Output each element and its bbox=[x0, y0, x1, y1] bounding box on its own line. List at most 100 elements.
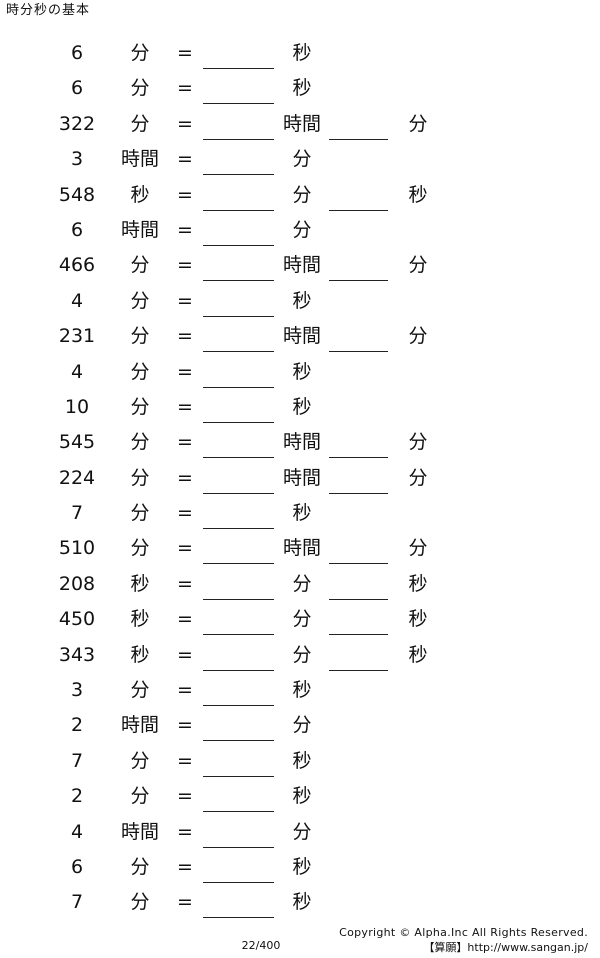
source-unit: 分 bbox=[130, 466, 150, 489]
answer-unit: 分 bbox=[292, 643, 312, 666]
answer-blank-secondary[interactable] bbox=[329, 598, 388, 600]
answer-blank[interactable] bbox=[203, 68, 274, 69]
problem-number: 6 bbox=[70, 77, 84, 100]
source-unit: 分 bbox=[130, 77, 150, 100]
answer-blank[interactable] bbox=[203, 209, 274, 211]
source-unit: 分 bbox=[130, 679, 150, 702]
answer-blank[interactable] bbox=[203, 351, 274, 353]
problem-number: 548 bbox=[58, 183, 96, 206]
problem-number: 545 bbox=[58, 431, 96, 454]
answer-blank-secondary[interactable] bbox=[329, 351, 388, 353]
answer-blank-secondary[interactable] bbox=[329, 492, 388, 494]
equals-sign: = bbox=[177, 820, 193, 843]
answer-unit-secondary: 秒 bbox=[408, 608, 428, 631]
answer-unit-secondary: 秒 bbox=[408, 643, 428, 666]
equals-sign: = bbox=[177, 395, 193, 418]
answer-unit: 秒 bbox=[292, 785, 312, 808]
problem-list: 6 分 = 秒 6 分 = 秒 322 分 = 時間分 3 時間 = 分 548 秒 = 分秒 6 時間 = 分 466 分 = 時間… bbox=[0, 36, 600, 921]
answer-blank[interactable] bbox=[203, 492, 274, 494]
answer-blank[interactable] bbox=[203, 881, 274, 883]
answer-blank[interactable] bbox=[203, 174, 274, 176]
problem-row: 510 分 = 時間 分 bbox=[0, 531, 600, 566]
answer-unit: 分 bbox=[292, 714, 312, 737]
problem-row: 7 分 = 秒 bbox=[0, 496, 600, 531]
equals-sign: = bbox=[177, 502, 193, 525]
answer-blank-secondary[interactable] bbox=[329, 457, 388, 459]
equals-sign: = bbox=[177, 254, 193, 277]
source-unit: 分 bbox=[130, 502, 150, 525]
answer-blank-secondary[interactable] bbox=[329, 280, 388, 282]
answer-blank[interactable] bbox=[203, 775, 274, 777]
problem-row: 231 分 = 時間 分 bbox=[0, 319, 600, 354]
answer-blank-secondary[interactable] bbox=[329, 634, 388, 636]
problem-row: 466 分 = 時間 分 bbox=[0, 248, 600, 283]
source-unit: 分 bbox=[130, 289, 150, 312]
problem-number: 4 bbox=[70, 289, 84, 312]
answer-blank[interactable] bbox=[203, 138, 274, 140]
equals-sign: = bbox=[177, 360, 193, 383]
equals-sign: = bbox=[177, 77, 193, 100]
answer-unit: 秒 bbox=[292, 891, 312, 914]
problem-row: 7 分 = 秒 bbox=[0, 744, 600, 779]
problem-number: 450 bbox=[58, 608, 96, 631]
problem-row: 4 分 = 秒 bbox=[0, 284, 600, 319]
answer-blank-secondary[interactable] bbox=[329, 563, 388, 565]
problem-number: 4 bbox=[70, 360, 84, 383]
source-unit: 分 bbox=[130, 537, 150, 560]
answer-blank[interactable] bbox=[203, 917, 274, 919]
problem-number: 6 bbox=[70, 855, 84, 878]
equals-sign: = bbox=[177, 785, 193, 808]
source-unit: 秒 bbox=[130, 572, 150, 595]
answer-blank[interactable] bbox=[203, 811, 274, 813]
answer-blank[interactable] bbox=[203, 563, 274, 565]
answer-blank[interactable] bbox=[203, 315, 274, 317]
answer-blank[interactable] bbox=[203, 421, 274, 423]
source-unit: 分 bbox=[130, 749, 150, 772]
equals-sign: = bbox=[177, 466, 193, 489]
answer-blank[interactable] bbox=[203, 669, 274, 671]
answer-unit: 分 bbox=[292, 183, 312, 206]
problem-row: 6 時間 = 分 bbox=[0, 213, 600, 248]
answer-unit: 時間 bbox=[282, 325, 321, 348]
answer-blank[interactable] bbox=[203, 634, 274, 636]
answer-blank[interactable] bbox=[203, 280, 274, 282]
answer-blank[interactable] bbox=[203, 846, 274, 848]
answer-blank-secondary[interactable] bbox=[329, 138, 388, 140]
equals-sign: = bbox=[177, 218, 193, 241]
problem-row: 545 分 = 時間 分 bbox=[0, 425, 600, 460]
answer-blank[interactable] bbox=[203, 457, 274, 459]
problem-row: 2 分 = 秒 bbox=[0, 779, 600, 814]
answer-unit: 秒 bbox=[292, 42, 312, 64]
answer-blank-secondary[interactable] bbox=[329, 669, 388, 671]
problem-number: 7 bbox=[70, 749, 84, 772]
answer-unit: 秒 bbox=[292, 679, 312, 702]
answer-blank[interactable] bbox=[203, 598, 274, 600]
answer-unit: 秒 bbox=[292, 749, 312, 772]
source-unit: 分 bbox=[130, 112, 150, 135]
answer-unit: 分 bbox=[292, 148, 312, 171]
answer-blank-secondary[interactable] bbox=[329, 209, 388, 211]
answer-blank[interactable] bbox=[203, 705, 274, 707]
answer-blank[interactable] bbox=[203, 740, 274, 742]
problem-number: 3 bbox=[70, 679, 84, 702]
problem-row: 548 秒 = 分 秒 bbox=[0, 178, 600, 213]
answer-unit: 時間 bbox=[282, 254, 321, 277]
answer-blank[interactable] bbox=[203, 244, 274, 246]
problem-number: 6 bbox=[70, 218, 84, 241]
equals-sign: = bbox=[177, 608, 193, 631]
problem-number: 3 bbox=[70, 148, 84, 171]
problem-row: 450 秒 = 分 秒 bbox=[0, 602, 600, 637]
problem-row: 3 時間 = 分 bbox=[0, 142, 600, 177]
answer-blank[interactable] bbox=[203, 103, 274, 105]
equals-sign: = bbox=[177, 183, 193, 206]
answer-unit: 秒 bbox=[292, 289, 312, 312]
answer-unit: 秒 bbox=[292, 395, 312, 418]
answer-blank[interactable] bbox=[203, 386, 274, 388]
page-number: 22/400 bbox=[241, 939, 281, 952]
answer-blank[interactable] bbox=[203, 528, 274, 530]
source-unit: 分 bbox=[130, 42, 150, 64]
equals-sign: = bbox=[177, 112, 193, 135]
problem-row: 6 分 = 秒 bbox=[0, 36, 600, 71]
answer-unit-secondary: 分 bbox=[408, 466, 428, 489]
answer-unit: 分 bbox=[292, 218, 312, 241]
